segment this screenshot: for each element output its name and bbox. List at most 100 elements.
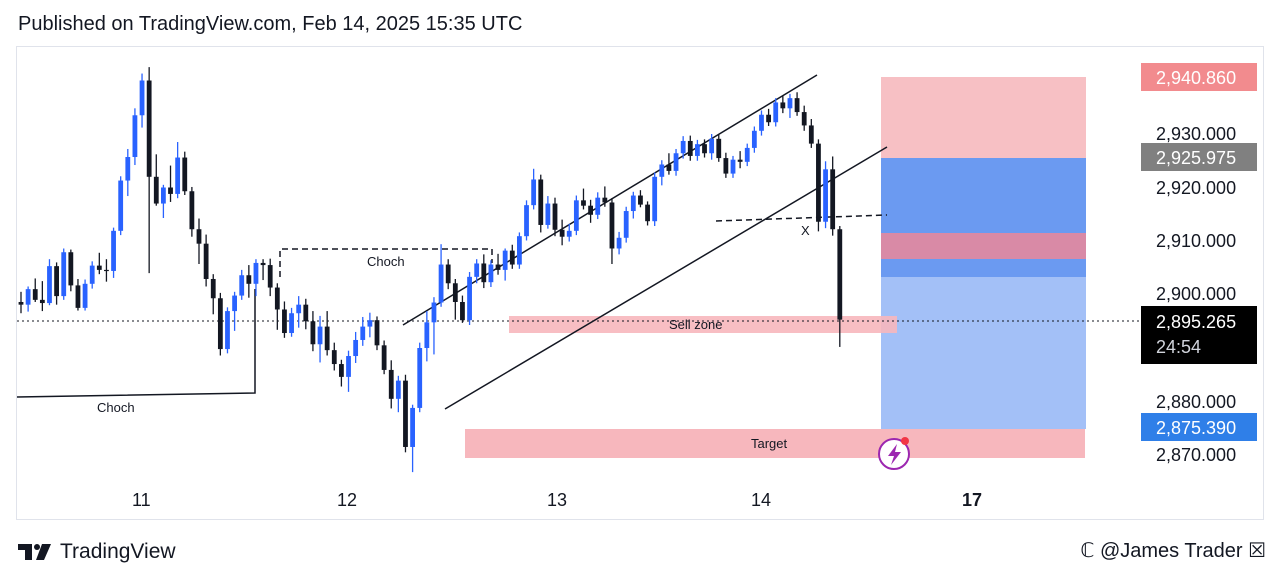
candle-up[interactable]: [346, 356, 351, 377]
candle-up[interactable]: [353, 339, 359, 357]
candle-up[interactable]: [431, 302, 437, 323]
channel-lower-line[interactable]: [444, 146, 888, 410]
candle-down[interactable]: [210, 278, 216, 299]
candle-down[interactable]: [581, 200, 586, 206]
candle-down[interactable]: [282, 309, 287, 334]
candle-up[interactable]: [680, 140, 686, 154]
candle-up[interactable]: [239, 275, 245, 296]
candle-down[interactable]: [794, 98, 800, 113]
chart-area[interactable]: Choch Choch Sell zone Target X 2,930.000…: [16, 46, 1264, 520]
candle-down[interactable]: [452, 283, 458, 302]
candle-up[interactable]: [82, 283, 88, 308]
candle-down[interactable]: [702, 144, 707, 154]
candle-down[interactable]: [32, 289, 38, 300]
candle-up[interactable]: [424, 322, 430, 348]
candle-up[interactable]: [467, 276, 472, 321]
candle-down[interactable]: [331, 350, 337, 365]
candle-down[interactable]: [75, 285, 81, 308]
candle-down[interactable]: [217, 298, 223, 350]
candle-up[interactable]: [232, 295, 237, 312]
candle-up[interactable]: [47, 266, 52, 304]
y-axis[interactable]: 2,930.000 2,920.000 2,910.000 2,900.000 …: [1141, 63, 1257, 465]
candle-up[interactable]: [595, 197, 601, 215]
profit-zone[interactable]: [881, 158, 1086, 277]
candle-down[interactable]: [538, 179, 544, 225]
candle-down[interactable]: [267, 265, 273, 288]
candle-up[interactable]: [759, 114, 764, 131]
candle-up[interactable]: [630, 195, 636, 212]
candle-up[interactable]: [573, 200, 579, 231]
candle-down[interactable]: [104, 269, 109, 272]
candle-down[interactable]: [403, 380, 408, 447]
candle-up[interactable]: [502, 250, 508, 270]
candle-down[interactable]: [816, 143, 821, 222]
candle-down[interactable]: [303, 304, 309, 322]
candle-up[interactable]: [488, 264, 494, 283]
candle-down[interactable]: [837, 229, 843, 320]
candle-down[interactable]: [723, 158, 729, 174]
candle-down[interactable]: [310, 321, 316, 345]
candle-up[interactable]: [89, 265, 95, 284]
candle-down[interactable]: [196, 229, 202, 244]
candle-up[interactable]: [25, 289, 31, 305]
candle-down[interactable]: [780, 102, 786, 109]
candle-up[interactable]: [367, 320, 373, 327]
target-zone-box[interactable]: [465, 429, 1085, 458]
candle-down[interactable]: [388, 369, 394, 399]
candle-up[interactable]: [652, 176, 658, 222]
candle-down[interactable]: [374, 320, 380, 346]
candle-down[interactable]: [381, 345, 387, 370]
candle-down[interactable]: [182, 157, 188, 192]
candle-up[interactable]: [139, 80, 145, 116]
candle-up[interactable]: [111, 230, 116, 271]
candle-up[interactable]: [132, 115, 138, 158]
candle-up[interactable]: [289, 313, 294, 334]
candle-up[interactable]: [744, 147, 750, 162]
candle-down[interactable]: [808, 125, 814, 144]
candle-up[interactable]: [695, 144, 700, 156]
candle-down[interactable]: [830, 169, 836, 230]
candle-up[interactable]: [566, 230, 572, 237]
candle-up[interactable]: [751, 130, 757, 148]
candle-down[interactable]: [18, 301, 24, 305]
candle-up[interactable]: [659, 164, 665, 177]
x-axis[interactable]: 11 12 13 14 17: [132, 490, 982, 510]
candle-up[interactable]: [61, 252, 67, 297]
candle-down[interactable]: [96, 265, 102, 270]
candle-up[interactable]: [410, 407, 415, 447]
candle-up[interactable]: [709, 138, 715, 154]
candle-down[interactable]: [552, 203, 558, 230]
candle-down[interactable]: [445, 264, 451, 284]
candle-down[interactable]: [495, 264, 501, 270]
candle-up[interactable]: [175, 157, 181, 194]
candle-up[interactable]: [317, 326, 323, 345]
candles-group[interactable]: [18, 67, 843, 473]
channel-upper-line[interactable]: [402, 74, 818, 326]
candle-down[interactable]: [460, 301, 465, 321]
candle-down[interactable]: [168, 187, 173, 194]
candle-down[interactable]: [246, 275, 252, 284]
candle-down[interactable]: [687, 140, 693, 156]
choch-high-line[interactable]: [279, 248, 493, 277]
candle-down[interactable]: [39, 299, 45, 304]
candle-down[interactable]: [68, 252, 74, 286]
candle-up[interactable]: [545, 203, 551, 225]
candle-down[interactable]: [146, 80, 152, 177]
candle-up[interactable]: [118, 180, 124, 231]
candle-up[interactable]: [616, 237, 622, 249]
candle-down[interactable]: [203, 243, 209, 279]
candle-up[interactable]: [531, 179, 537, 206]
tradingview-logo[interactable]: TradingView: [18, 540, 176, 564]
candle-up[interactable]: [823, 169, 828, 222]
candle-down[interactable]: [588, 205, 593, 215]
candle-up[interactable]: [438, 264, 444, 303]
choch-low-line[interactable]: [17, 289, 256, 398]
retest-zone[interactable]: [881, 233, 1086, 259]
candle-down[interactable]: [481, 263, 487, 283]
candle-up[interactable]: [417, 348, 423, 408]
candle-down[interactable]: [602, 197, 608, 203]
candle-up[interactable]: [161, 187, 166, 204]
candle-down[interactable]: [766, 114, 771, 123]
candle-up[interactable]: [125, 157, 131, 181]
candle-down[interactable]: [274, 287, 280, 310]
